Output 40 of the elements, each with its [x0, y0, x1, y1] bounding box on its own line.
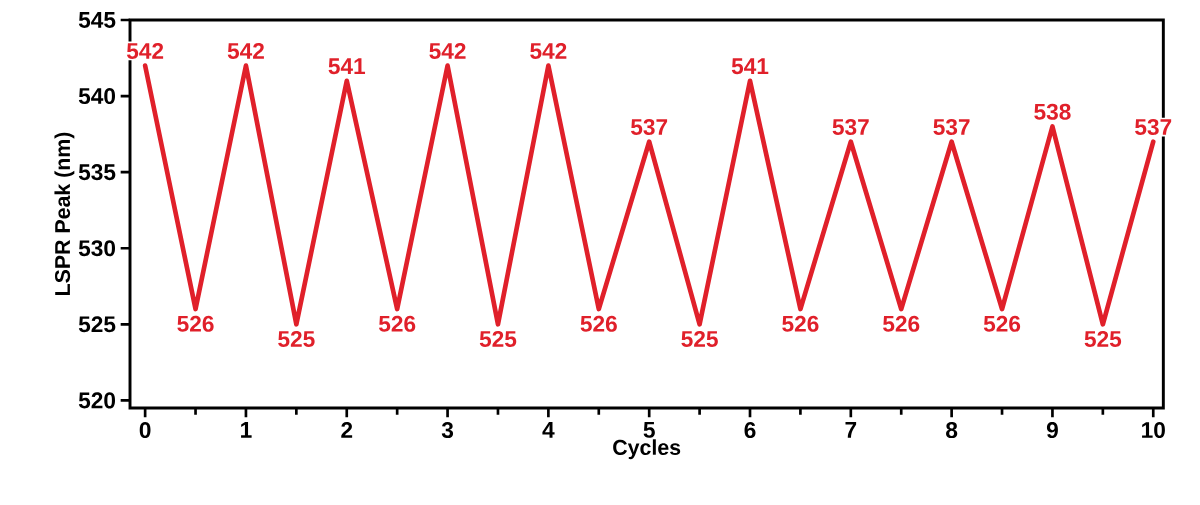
- x-tick-label: 6: [744, 422, 756, 439]
- data-label: 537: [630, 118, 668, 136]
- data-label: 525: [278, 330, 315, 348]
- y-tick-label: 530: [78, 240, 116, 257]
- data-label: 542: [126, 42, 164, 59]
- x-tick-label: 10: [1142, 422, 1165, 439]
- data-label: 538: [1034, 103, 1071, 120]
- x-tick-label: 0: [139, 422, 151, 439]
- data-label: 525: [1084, 330, 1122, 348]
- data-label: 526: [580, 315, 617, 332]
- y-tick-label: 525: [78, 316, 116, 333]
- data-label: 526: [378, 315, 416, 332]
- data-label: 526: [782, 315, 819, 332]
- data-label: 541: [731, 58, 769, 75]
- x-tick-label: 7: [845, 422, 857, 438]
- y-axis-title: LSPR Peak (nm): [54, 132, 75, 295]
- x-tick-label: 1: [241, 422, 252, 438]
- x-tick-label: 8: [946, 422, 958, 439]
- data-label: 542: [530, 42, 567, 59]
- x-axis-title: Cycles: [613, 439, 681, 460]
- data-label: 537: [832, 118, 869, 136]
- data-label: 537: [933, 118, 970, 136]
- y-tick-label: 540: [78, 88, 116, 105]
- data-label: 526: [983, 315, 1021, 332]
- data-label: 542: [429, 42, 466, 59]
- x-tick-label: 5: [643, 422, 655, 438]
- data-label: 525: [681, 330, 718, 348]
- y-tick-label: 545: [78, 12, 116, 28]
- x-tick-label: 2: [341, 422, 353, 438]
- y-tick-label: 520: [78, 392, 116, 409]
- x-tick-label: 4: [542, 422, 555, 438]
- data-label: 526: [883, 315, 920, 332]
- y-tick-label: 535: [78, 164, 116, 181]
- data-label: 542: [227, 42, 264, 59]
- data-label: 525: [479, 330, 517, 348]
- data-label: 537: [1135, 118, 1172, 136]
- data-label: 526: [177, 315, 214, 332]
- data-label: 541: [328, 58, 366, 75]
- x-tick-label: 3: [441, 422, 454, 439]
- x-tick-label: 9: [1046, 422, 1058, 439]
